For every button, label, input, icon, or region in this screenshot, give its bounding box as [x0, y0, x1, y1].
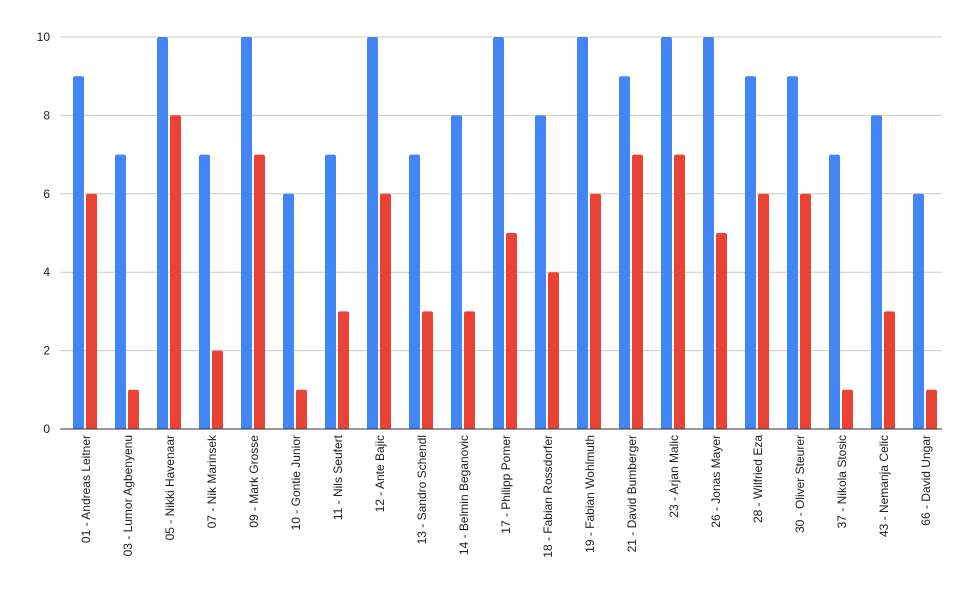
x-tick-label: 17 - Philipp Pomer — [499, 435, 513, 534]
bar-series-2-14 — [674, 154, 685, 429]
bar-series-2-6 — [338, 311, 349, 429]
bar-series-1-4 — [241, 37, 252, 429]
x-tick-label: 14 - Belmin Beganovic — [457, 435, 471, 555]
bar-series-1-8 — [409, 154, 420, 429]
bar-series-1-20 — [913, 193, 924, 429]
bar-series-2-17 — [800, 193, 811, 429]
bar-series-2-2 — [170, 115, 181, 430]
bar-series-1-10 — [493, 37, 504, 429]
bar-series-1-7 — [367, 37, 378, 429]
bar-series-2-18 — [842, 389, 853, 429]
bar-series-2-0 — [86, 193, 97, 429]
bar-series-1-13 — [619, 76, 630, 429]
x-tick-label: 10 - Gontie Junior — [289, 435, 303, 530]
x-tick-label: 18 - Fabian Rossdorfer — [541, 435, 555, 558]
bar-series-2-1 — [128, 389, 139, 429]
x-tick-label: 11 - Nils Seufert — [331, 434, 345, 520]
bar-series-1-11 — [535, 115, 546, 430]
bar-series-2-8 — [422, 311, 433, 429]
bar-series-2-12 — [590, 193, 601, 429]
x-tick-label: 37 - Nikola Stosic — [835, 435, 849, 528]
bar-series-1-6 — [325, 154, 336, 429]
y-tick-label: 10 — [37, 30, 51, 44]
x-tick-label: 23 - Arjan Malic — [667, 435, 681, 518]
bar-series-2-19 — [884, 311, 895, 429]
bar-series-1-19 — [871, 115, 882, 430]
bar-series-2-4 — [254, 154, 265, 429]
y-tick-label: 2 — [43, 344, 50, 358]
x-tick-label: 07 - Nik Marinsek — [205, 434, 219, 528]
x-tick-label: 03 - Lumor Agbenyenu — [121, 435, 135, 556]
y-tick-label: 4 — [43, 265, 50, 279]
x-axis: 01 - Andreas Leitner 03 - Lumor Agbenyenu… — [60, 428, 942, 558]
x-tick-label: 28 - Wilfried Eza — [751, 435, 765, 523]
bar-series-1-18 — [829, 154, 840, 429]
x-tick-label: 01 - Andreas Leitner — [79, 435, 93, 543]
bar-series-1-2 — [157, 37, 168, 429]
bar-series-1-0 — [73, 76, 84, 429]
bar-series-2-20 — [926, 389, 937, 429]
bar-series-1-12 — [577, 37, 588, 429]
bars — [73, 37, 937, 430]
bar-series-2-11 — [548, 272, 559, 429]
x-tick-label: 13 - Sandro Schendl — [415, 435, 429, 544]
bar-series-1-9 — [451, 115, 462, 430]
bar-series-1-1 — [115, 154, 126, 429]
bar-series-2-15 — [716, 233, 727, 429]
bar-series-2-3 — [212, 350, 223, 429]
bar-series-1-16 — [745, 76, 756, 429]
x-tick-label: 43 - Nemanja Celic — [877, 435, 891, 537]
bar-series-2-16 — [758, 193, 769, 429]
x-tick-label: 12 - Ante Bajic — [373, 435, 387, 512]
x-tick-label: 19 - Fabian Wohlmuth — [583, 435, 597, 553]
y-axis: 0 2 4 6 8 10 — [37, 30, 51, 436]
bar-series-1-5 — [283, 193, 294, 429]
x-tick-label: 26 - Jonas Mayer — [709, 435, 723, 528]
x-tick-label: 05 - Nikki Havenaar — [163, 435, 177, 540]
x-tick-label: 21 - David Bumberger — [625, 435, 639, 552]
bar-series-1-15 — [703, 37, 714, 429]
bar-series-1-17 — [787, 76, 798, 429]
bar-series-2-7 — [380, 193, 391, 429]
y-tick-label: 0 — [43, 422, 50, 436]
x-tick-label: 30 - Oliver Steurer — [793, 435, 807, 533]
bar-series-1-3 — [199, 154, 210, 429]
y-tick-label: 6 — [43, 187, 50, 201]
y-tick-label: 8 — [43, 108, 50, 122]
bar-series-1-14 — [661, 37, 672, 429]
bar-series-2-10 — [506, 233, 517, 429]
x-tick-label: 09 - Mark Grosse — [247, 435, 261, 528]
x-tick-label: 66 - David Ungar — [919, 435, 933, 526]
bar-series-2-13 — [632, 154, 643, 429]
bar-series-2-5 — [296, 389, 307, 429]
bar-series-2-9 — [464, 311, 475, 429]
